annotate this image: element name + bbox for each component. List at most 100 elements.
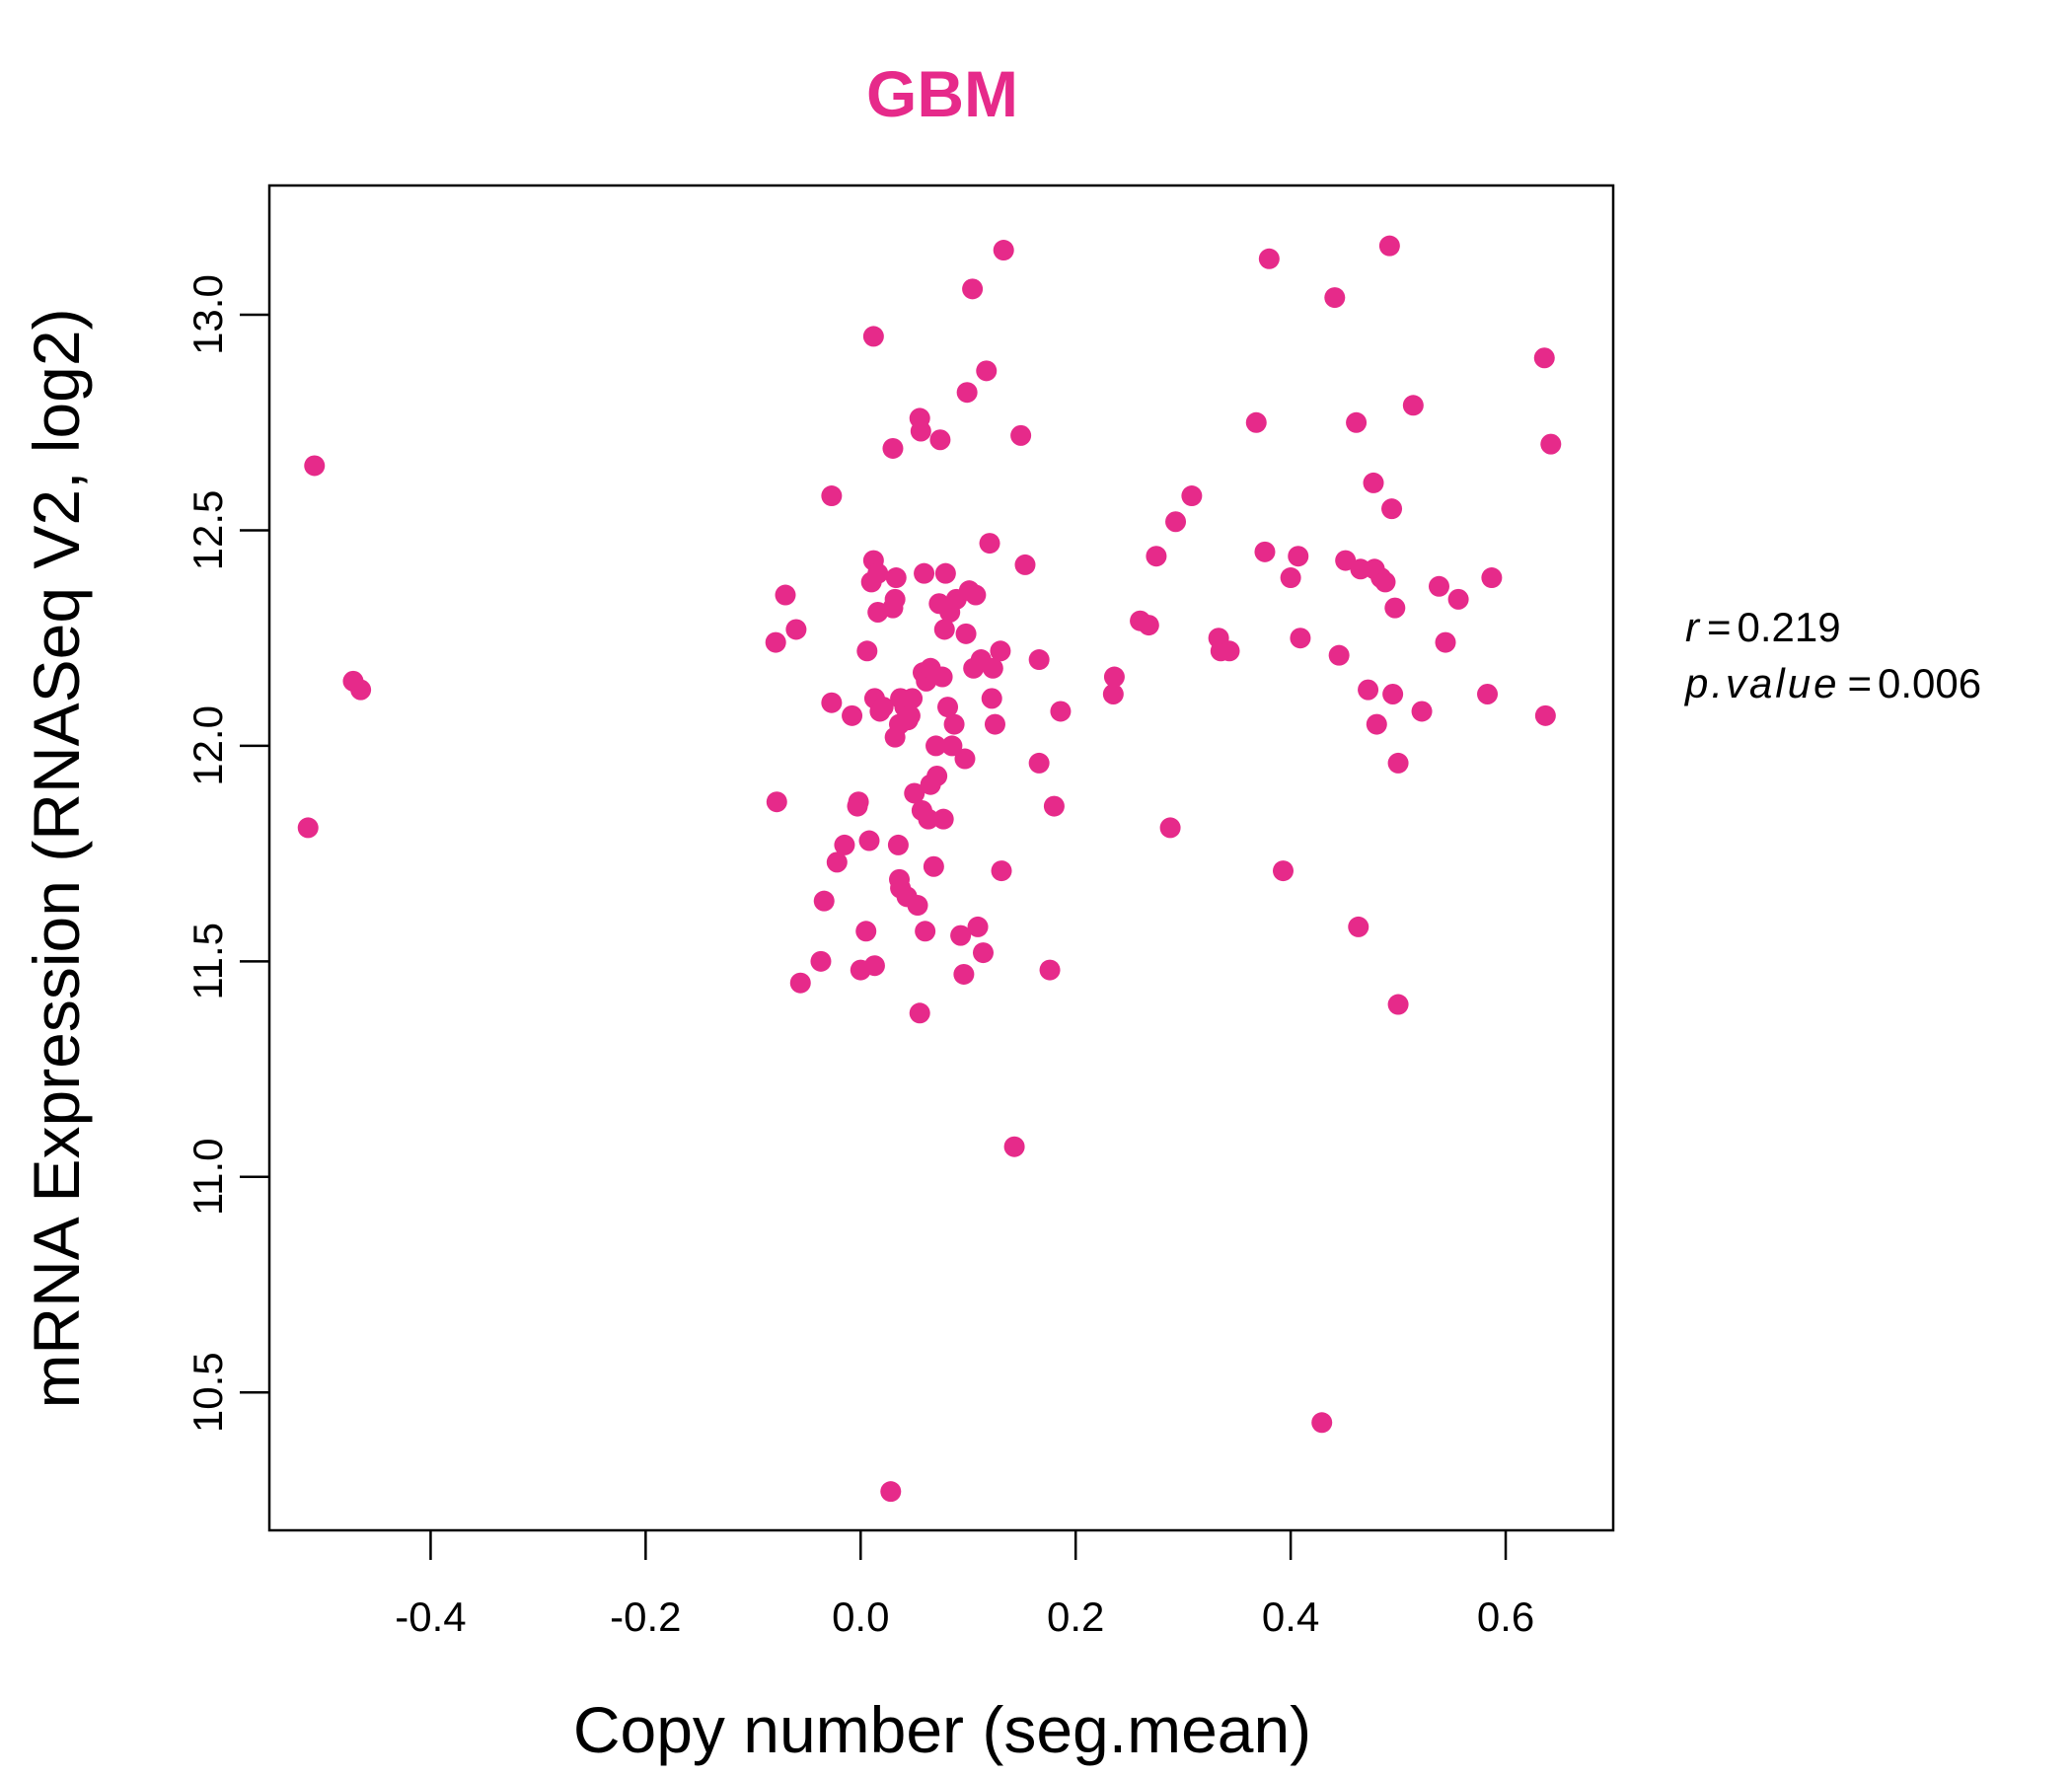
data-point [1435, 631, 1456, 653]
y-tick-label: 10.5 [185, 1352, 231, 1433]
y-tick-label: 13.0 [185, 274, 231, 355]
p-equals: = [1847, 660, 1872, 706]
data-point [926, 765, 948, 786]
data-point [925, 735, 947, 757]
data-point [1381, 498, 1403, 520]
y-axis-label: mRNA Expression (RNASeq V2, log2) [20, 308, 93, 1408]
data-point [1014, 554, 1036, 575]
data-point [1534, 704, 1556, 726]
y-tick-label: 12.0 [185, 705, 231, 786]
data-point [1402, 395, 1424, 416]
data-point [1181, 485, 1203, 507]
data-point [810, 950, 832, 972]
data-point [982, 657, 1003, 679]
data-point [1311, 1412, 1333, 1434]
data-point [950, 925, 972, 946]
data-point [863, 955, 885, 977]
data-point [297, 817, 319, 839]
data-point [821, 692, 843, 713]
data-point [1384, 597, 1406, 619]
x-tick-label: 0.2 [1047, 1593, 1104, 1640]
data-point [943, 713, 965, 735]
x-tick-label: 0.0 [832, 1593, 889, 1640]
data-point [858, 830, 880, 851]
x-tick-label: -0.2 [610, 1593, 681, 1640]
data-point [1258, 248, 1280, 269]
data-point [932, 808, 954, 830]
x-tick-label: -0.4 [395, 1593, 466, 1640]
data-point [1003, 1136, 1025, 1157]
data-point [914, 562, 935, 584]
data-point [1533, 347, 1555, 369]
data-point [954, 748, 976, 770]
data-point [1447, 588, 1469, 610]
data-point [972, 942, 994, 964]
p-stat: p.value = 0.006 [1683, 660, 1981, 706]
y-axis: 10.5 11.0 11.5 12.0 12.5 13.0 [185, 274, 269, 1433]
data-point [856, 640, 878, 662]
data-point [1146, 546, 1167, 567]
data-point [899, 704, 921, 726]
data-point [1382, 683, 1404, 704]
data-point [923, 855, 944, 877]
data-point [910, 420, 931, 442]
data-point [981, 688, 1002, 709]
correlation-stats: r = 0.219 p.value = 0.006 [1683, 604, 1981, 706]
data-point [880, 1481, 902, 1503]
data-point [1428, 575, 1449, 597]
data-point [1540, 433, 1562, 455]
data-point [765, 631, 786, 653]
data-point [821, 485, 843, 507]
r-equals: = [1707, 604, 1732, 650]
data-point [1335, 550, 1357, 571]
data-point [907, 895, 928, 917]
data-point [1159, 817, 1181, 839]
data-point [1254, 541, 1276, 562]
y-tick-label: 11.0 [185, 1138, 231, 1216]
data-point [785, 619, 807, 640]
data-point [1378, 235, 1400, 257]
data-point [872, 697, 894, 718]
data-point [904, 782, 925, 804]
x-tick-label: 0.6 [1477, 1593, 1534, 1640]
data-point [1272, 860, 1294, 882]
data-point [1328, 644, 1350, 666]
data-point [984, 713, 1005, 735]
data-point [929, 429, 951, 451]
data-point [867, 562, 889, 584]
x-axis-label: Copy number (seg.mean) [573, 1693, 1311, 1766]
data-point [1245, 411, 1267, 433]
data-point [1348, 916, 1369, 937]
data-point [909, 1002, 930, 1024]
data-point [955, 623, 977, 644]
data-point [884, 588, 906, 610]
data-point [1039, 959, 1061, 981]
x-axis: -0.4 -0.2 0.0 0.2 0.4 0.6 [395, 1530, 1534, 1640]
data-point [1374, 571, 1396, 593]
data-point [933, 619, 955, 640]
data-point [1288, 546, 1309, 567]
data-point [842, 704, 863, 726]
data-point [775, 584, 796, 606]
data-point [953, 963, 975, 985]
r-value: 0.219 [1738, 604, 1841, 650]
data-point [1280, 567, 1301, 589]
data-point [1010, 424, 1032, 446]
data-point [1290, 628, 1311, 649]
data-point [990, 640, 1011, 662]
data-point [1387, 994, 1409, 1015]
data-point [967, 916, 989, 937]
data-point [1050, 701, 1072, 722]
data-point [1102, 683, 1124, 704]
data-point [956, 382, 978, 404]
data-point [976, 360, 998, 382]
p-value: 0.006 [1878, 660, 1981, 706]
data-point [848, 791, 869, 813]
y-tick-label: 11.5 [185, 923, 231, 1000]
data-point [826, 851, 848, 873]
data-point [789, 972, 811, 994]
y-tick-label: 12.5 [185, 490, 231, 571]
plot-frame [267, 184, 1615, 1532]
chart-title: GBM [866, 57, 1018, 130]
data-point [1138, 615, 1159, 636]
